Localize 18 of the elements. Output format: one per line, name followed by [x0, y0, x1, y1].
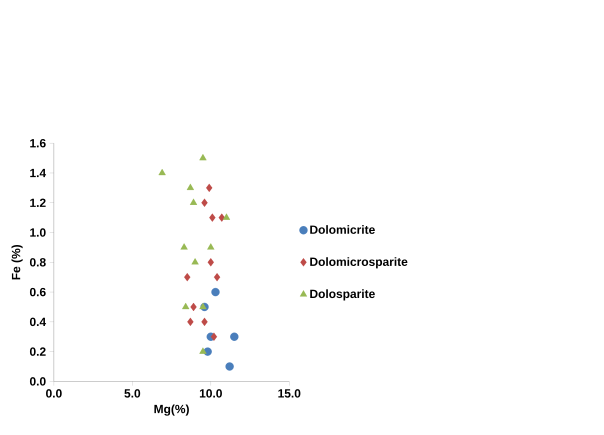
legend-label: Dolomicrite	[310, 225, 375, 234]
y-tick-label: 0.6	[30, 288, 46, 296]
legend-label: Dolosparite	[310, 289, 375, 300]
legend-label: Dolomicrosparite	[310, 257, 408, 268]
x-tick-label: 15.0	[278, 389, 300, 398]
y-axis-title: Fe (%)	[12, 244, 23, 280]
x-tick-label: 10.0	[200, 389, 222, 398]
x-axis-title: Mg(%)	[154, 404, 189, 416]
y-tick-label: 0.4	[30, 317, 46, 326]
y-tick-label: 0.0	[30, 377, 46, 386]
y-tick-label: 0.8	[30, 258, 46, 266]
y-tick-label: 0.2	[30, 347, 46, 356]
y-tick-label: 1.6	[30, 138, 46, 148]
y-tick-label: 1.2	[30, 198, 46, 207]
y-tick-label: 1.0	[30, 228, 46, 237]
x-tick-label: 5.0	[124, 389, 140, 398]
y-tick-label: 1.4	[30, 168, 46, 177]
x-tick-label: 0.0	[46, 389, 62, 398]
